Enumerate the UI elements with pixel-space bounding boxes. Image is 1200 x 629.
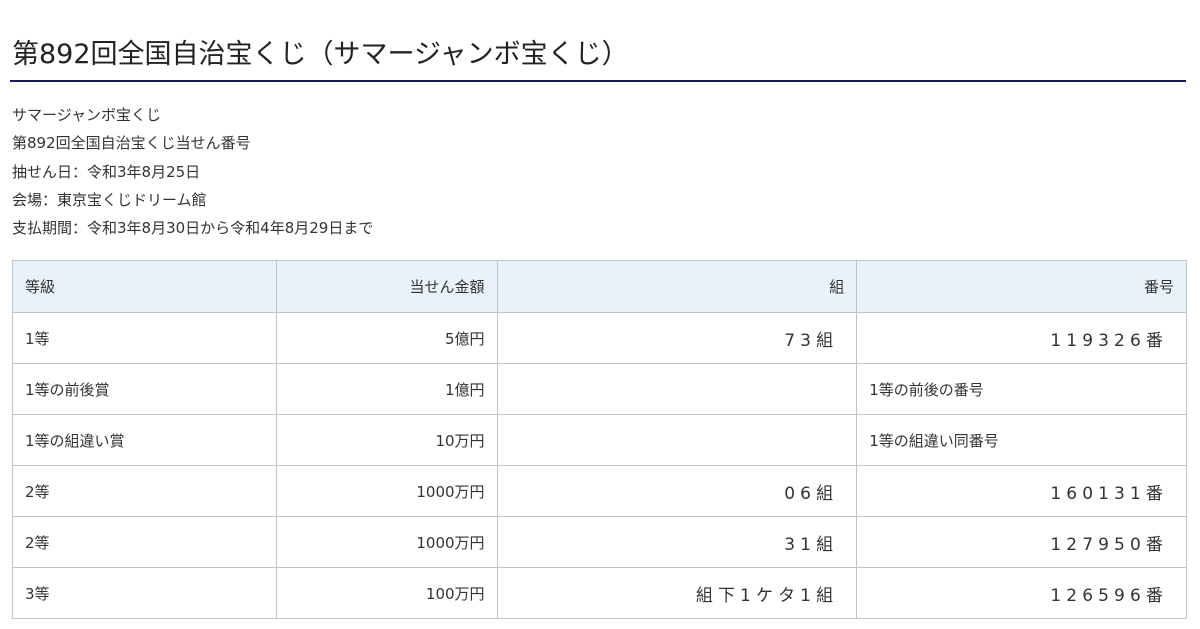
cell-amount: 1億円 <box>275 363 498 415</box>
cell-number: 160131番 <box>856 465 1187 517</box>
cell-group: 06組 <box>496 465 858 517</box>
cell-number: 1等の組違い同番号 <box>856 414 1187 466</box>
cell-group: 73組 <box>496 312 858 364</box>
header-group: 組 <box>496 260 858 313</box>
cell-grade: 1等 <box>12 312 277 364</box>
cell-number: 126596番 <box>856 567 1187 619</box>
cell-amount: 1000万円 <box>275 465 498 517</box>
cell-grade: 3等 <box>12 567 277 619</box>
header-grade: 等級 <box>12 260 277 313</box>
cell-group: 31組 <box>496 516 858 568</box>
info-line: 支払期間：令和3年8月30日から令和4年8月29日まで <box>12 219 374 238</box>
header-number: 番号 <box>856 260 1187 313</box>
results-table: 等級 当せん金額 組 番号 1等 5億円 73組 119326番 1等の前後賞 1億円 1等… <box>12 260 1187 619</box>
cell-number: 119326番 <box>856 312 1187 364</box>
info-line: 第892回全国自治宝くじ当せん番号 <box>12 134 251 153</box>
info-line: 会場：東京宝くじドリーム館 <box>12 190 207 209</box>
cell-grade: 2等 <box>12 516 277 568</box>
info-line: 抽せん日：令和3年8月25日 <box>12 162 201 181</box>
cell-number: 127950番 <box>856 516 1187 568</box>
cell-amount: 1000万円 <box>275 516 498 568</box>
table-row: 1等の前後賞 1億円 1等の前後の番号 <box>12 363 1187 415</box>
table-header-row: 等級 当せん金額 組 番号 <box>12 260 1187 313</box>
table-row: 1等 5億円 73組 119326番 <box>12 312 1187 364</box>
cell-amount: 100万円 <box>275 567 498 619</box>
header-amount: 当せん金額 <box>275 260 498 313</box>
cell-number: 1等の前後の番号 <box>856 363 1187 415</box>
table-row: 1等の組違い賞 10万円 1等の組違い同番号 <box>12 414 1187 466</box>
cell-amount: 10万円 <box>275 414 498 466</box>
cell-grade: 1等の前後賞 <box>12 363 277 415</box>
cell-grade: 2等 <box>12 465 277 517</box>
table-row: 2等 1000万円 06組 160131番 <box>12 465 1187 517</box>
page-title: 第892回全国自治宝くじ（サマージャンボ宝くじ） <box>12 39 629 70</box>
table-row: 3等 100万円 組下1ケタ1組 126596番 <box>12 567 1187 619</box>
title-divider <box>10 80 1186 82</box>
cell-group <box>496 414 858 466</box>
cell-amount: 5億円 <box>275 312 498 364</box>
table-row: 2等 1000万円 31組 127950番 <box>12 516 1187 568</box>
draw-info: サマージャンボ宝くじ 第892回全国自治宝くじ当せん番号 抽せん日：令和3年8月… <box>12 101 373 242</box>
cell-group <box>496 363 858 415</box>
info-line: サマージャンボ宝くじ <box>12 106 161 124</box>
cell-group: 組下1ケタ1組 <box>496 567 858 619</box>
cell-grade: 1等の組違い賞 <box>12 414 277 466</box>
